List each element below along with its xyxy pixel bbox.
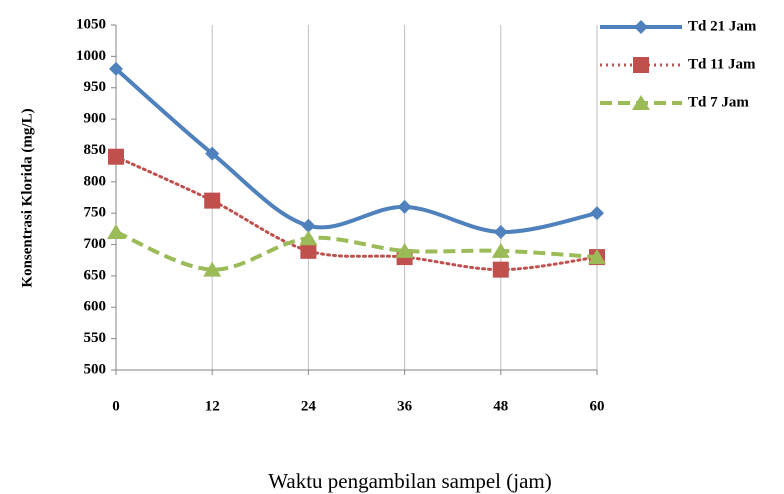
y-tick-label: 650 [84,267,107,283]
y-tick-label: 550 [84,330,107,346]
data-point [397,199,412,214]
x-tick-label: 0 [112,398,120,414]
data-point [300,242,317,259]
data-point [107,224,125,239]
data-point [203,261,222,277]
data-point [491,242,510,258]
legend-label: Td 7 Jam [688,94,749,110]
legend-label: Td 11 Jam [688,56,756,72]
legend-marker [633,57,649,73]
data-point [588,249,606,265]
x-axis-label: Waktu pengambilan sampel (jam) [268,469,551,493]
x-tick-label: 24 [301,398,317,414]
y-tick-label: 900 [84,111,107,127]
legend-label: Td 21 Jam [688,18,757,34]
x-tick-label: 12 [205,398,220,414]
data-point [109,61,123,76]
y-tick-label: 1000 [76,48,106,64]
y-tick-label: 700 [84,236,107,252]
data-point [493,225,508,239]
x-tick-label: 36 [397,398,413,414]
data-point [301,218,316,233]
series-line [115,230,598,272]
y-tick-label: 750 [84,205,107,221]
legend-marker [632,95,650,110]
data-point [590,206,604,221]
data-point [204,192,221,209]
y-tick-label: 950 [84,79,107,95]
legend-marker [634,20,648,34]
data-point [108,148,124,165]
x-tick-label: 60 [590,398,605,414]
data-point [205,146,220,161]
y-tick-label: 800 [84,173,107,189]
data-point [299,230,318,246]
y-axis-label: Konsentrasi Klorida (mg/L) [19,108,35,287]
data-point [395,242,414,258]
x-tick-label: 48 [493,398,508,414]
y-tick-label: 850 [84,142,107,158]
data-point [492,261,509,278]
y-tick-label: 600 [84,299,107,315]
series-line [114,67,598,235]
y-tick-label: 500 [84,361,107,377]
y-tick-label: 1050 [76,16,106,32]
